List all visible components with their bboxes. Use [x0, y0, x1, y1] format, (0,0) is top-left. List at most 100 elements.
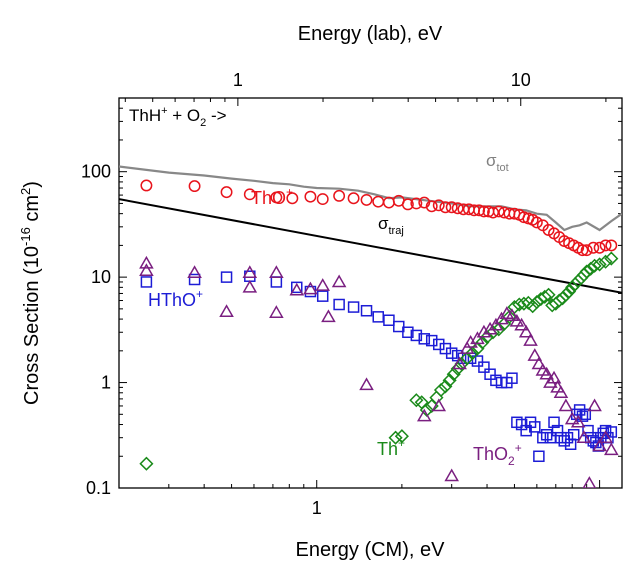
point-Th — [587, 258, 602, 273]
point-ThO2 — [488, 317, 504, 331]
point-Th — [479, 330, 495, 345]
point-Th — [502, 309, 517, 324]
point-HThO — [579, 408, 592, 421]
point-HThO — [551, 424, 564, 437]
point-ThO2 — [242, 279, 258, 293]
point-HThO — [333, 298, 345, 311]
point-ThO — [347, 192, 360, 205]
point-HThO — [533, 450, 545, 463]
point-ThO2 — [139, 263, 154, 276]
point-HThO — [402, 326, 414, 339]
point-ThO2 — [444, 468, 459, 482]
point-HThO — [506, 372, 518, 384]
point-Th — [555, 291, 570, 306]
point-ThO2 — [139, 255, 154, 269]
point-ThO2 — [459, 341, 475, 354]
point-ThO — [360, 193, 373, 206]
point-Th — [562, 284, 577, 299]
point-HThO — [316, 290, 329, 302]
point-Th — [579, 264, 594, 279]
point-ThO2 — [331, 274, 347, 288]
point-Th — [442, 373, 457, 388]
point-ThO — [576, 244, 589, 257]
point-HThO — [471, 355, 484, 367]
point-Th — [598, 254, 613, 269]
point-ThO2 — [564, 411, 580, 425]
point-Th — [460, 351, 475, 366]
point-ThO2 — [543, 375, 558, 388]
point-HThO — [537, 431, 549, 444]
tho-plus-label: ThO+ — [251, 185, 293, 208]
point-Th — [139, 456, 154, 471]
y-axis-title-sup2: 2 — [18, 188, 33, 195]
series-ThO — [140, 179, 618, 257]
point-ThO2 — [219, 304, 234, 317]
point-ThO2 — [431, 398, 447, 412]
point-ThO2 — [504, 308, 520, 322]
point-ThO — [188, 180, 201, 193]
point-ThO2 — [315, 278, 331, 291]
point-HThO — [432, 338, 445, 351]
point-HThO — [140, 276, 153, 288]
point-ThO2 — [187, 265, 202, 279]
point-ThO2 — [470, 331, 485, 345]
point-Th — [394, 429, 409, 444]
point-ThO2 — [463, 334, 478, 348]
point-Th — [592, 257, 607, 272]
point-ThO2 — [509, 313, 525, 327]
sigma-tot-label: σtot — [486, 151, 509, 174]
point-ThO2 — [452, 356, 467, 370]
point-HThO — [567, 428, 580, 441]
point-HThO — [347, 301, 360, 313]
point-ThO — [410, 197, 423, 210]
point-ThO — [270, 191, 283, 204]
point-Th — [525, 299, 540, 314]
point-ThO — [487, 206, 499, 219]
point-ThO2 — [303, 281, 318, 295]
series-line-traj — [119, 198, 622, 294]
point-ThO2 — [289, 282, 305, 296]
series-traj — [119, 198, 622, 294]
point-ThO — [304, 190, 317, 203]
point-HThO — [445, 347, 458, 359]
y-axis-title-mid: cm — [21, 195, 43, 227]
y-tick-label: 100 — [81, 162, 111, 182]
point-ThO2 — [598, 430, 613, 443]
point-Th — [491, 322, 506, 337]
point-HThO — [540, 428, 553, 441]
point-HThO — [484, 368, 496, 380]
point-HThO — [188, 273, 201, 286]
point-ThO — [530, 216, 543, 229]
point-ThO — [243, 188, 256, 201]
point-ThO — [439, 201, 452, 214]
htho-plus-label: HThO+ — [148, 287, 203, 310]
top-tick-label: 1 — [233, 70, 243, 90]
point-ThO — [316, 193, 329, 206]
point-HThO — [529, 421, 541, 433]
point-HThO — [220, 271, 233, 283]
top-tick-label: 10 — [511, 70, 531, 90]
point-Th — [516, 296, 531, 311]
point-HThO — [418, 333, 431, 345]
point-HThO — [410, 329, 423, 342]
series-Th — [139, 251, 619, 471]
y-axis-title: Cross Section (10-16 cm2) — [18, 181, 43, 405]
point-HThO — [383, 314, 395, 326]
point-ThO — [473, 204, 486, 217]
point-ThO2 — [514, 317, 529, 331]
point-Th — [465, 346, 480, 361]
point-Th — [583, 261, 598, 276]
y-tick-label: 1 — [101, 373, 111, 393]
point-ThO — [580, 244, 593, 257]
point-ThO — [605, 239, 618, 252]
point-ThO2 — [546, 370, 562, 384]
point-ThO2 — [582, 476, 597, 488]
point-ThO2 — [321, 309, 336, 323]
point-ThO2 — [604, 442, 619, 456]
point-Th — [537, 289, 552, 304]
point-ThO2 — [269, 305, 284, 318]
point-HThO — [548, 416, 560, 429]
point-ThO — [587, 241, 600, 254]
point-ThO — [140, 179, 153, 192]
point-ThO — [451, 202, 464, 215]
